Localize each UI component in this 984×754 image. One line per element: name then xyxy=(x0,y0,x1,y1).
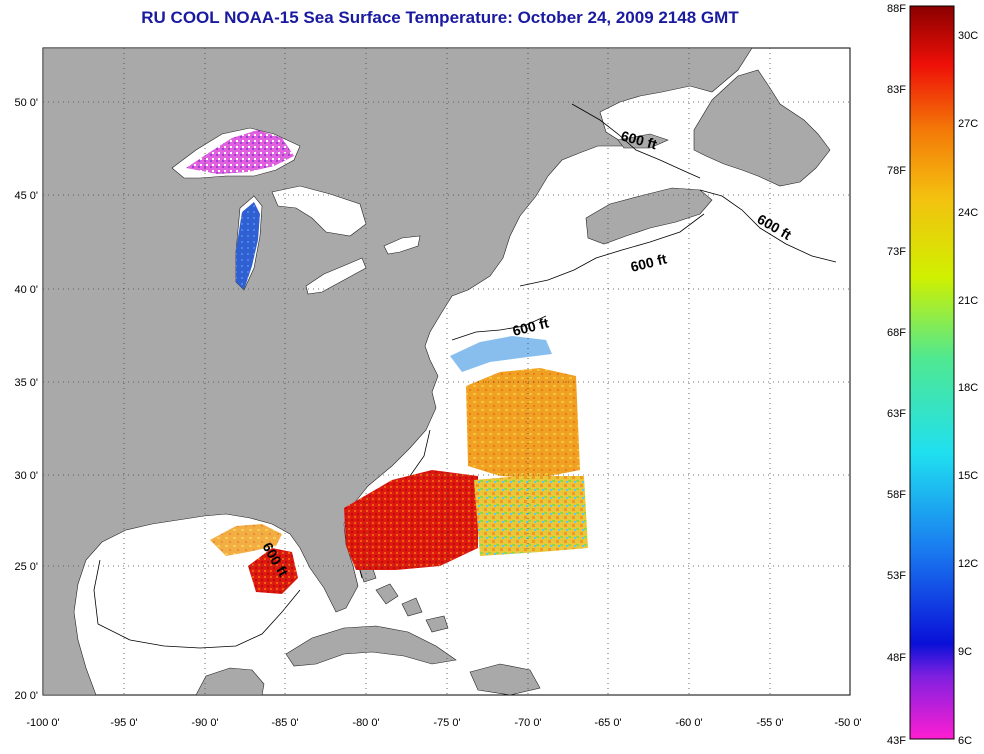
lon-label: -95 0' xyxy=(110,717,137,729)
land-yucatan xyxy=(195,667,265,695)
map-title: RU COOL NOAA-15 Sea Surface Temperature:… xyxy=(141,8,739,27)
sst-lake-superior xyxy=(186,130,294,174)
land-cuba xyxy=(285,625,457,667)
latitude-labels: 50 0' 45 0' 40 0' 35 0' 30 0' 25 0' 20 0… xyxy=(14,97,38,702)
lon-label: -75 0' xyxy=(433,717,460,729)
lat-label: 50 0' xyxy=(14,97,38,109)
lon-label: -85 0' xyxy=(271,717,298,729)
lon-label: -90 0' xyxy=(191,717,218,729)
lon-label: -55 0' xyxy=(756,717,783,729)
sst-offshore-orange xyxy=(466,368,580,478)
sst-gulf-stream-red xyxy=(344,470,478,570)
longitude-labels: -100 0' -95 0' -90 0' -85 0' -80 0' -75 … xyxy=(26,717,861,729)
sst-shelf-blue xyxy=(450,336,552,372)
sst-gulf-red xyxy=(248,548,298,594)
lon-label: -65 0' xyxy=(594,717,621,729)
lon-label: -70 0' xyxy=(514,717,541,729)
sst-gulf-scatter xyxy=(210,524,282,556)
lon-label: -100 0' xyxy=(26,717,59,729)
lat-label: 20 0' xyxy=(14,690,38,702)
lat-label: 35 0' xyxy=(14,377,38,389)
lon-label: -60 0' xyxy=(675,717,702,729)
sst-data xyxy=(186,130,588,594)
land-newfoundland xyxy=(693,69,831,187)
sst-offshore-mixed xyxy=(474,476,588,556)
lat-label: 40 0' xyxy=(14,284,38,296)
land-anticosti xyxy=(617,133,669,149)
land-nova-scotia xyxy=(585,187,713,245)
land-hispaniola xyxy=(469,663,541,695)
lon-label: -50 0' xyxy=(834,717,861,729)
sst-lake-michigan xyxy=(236,202,260,290)
bahamas-islands xyxy=(359,565,449,633)
lat-label: 45 0' xyxy=(14,190,38,202)
lat-label: 25 0' xyxy=(14,561,38,573)
lon-label: -80 0' xyxy=(352,717,379,729)
lat-label: 30 0' xyxy=(14,470,38,482)
